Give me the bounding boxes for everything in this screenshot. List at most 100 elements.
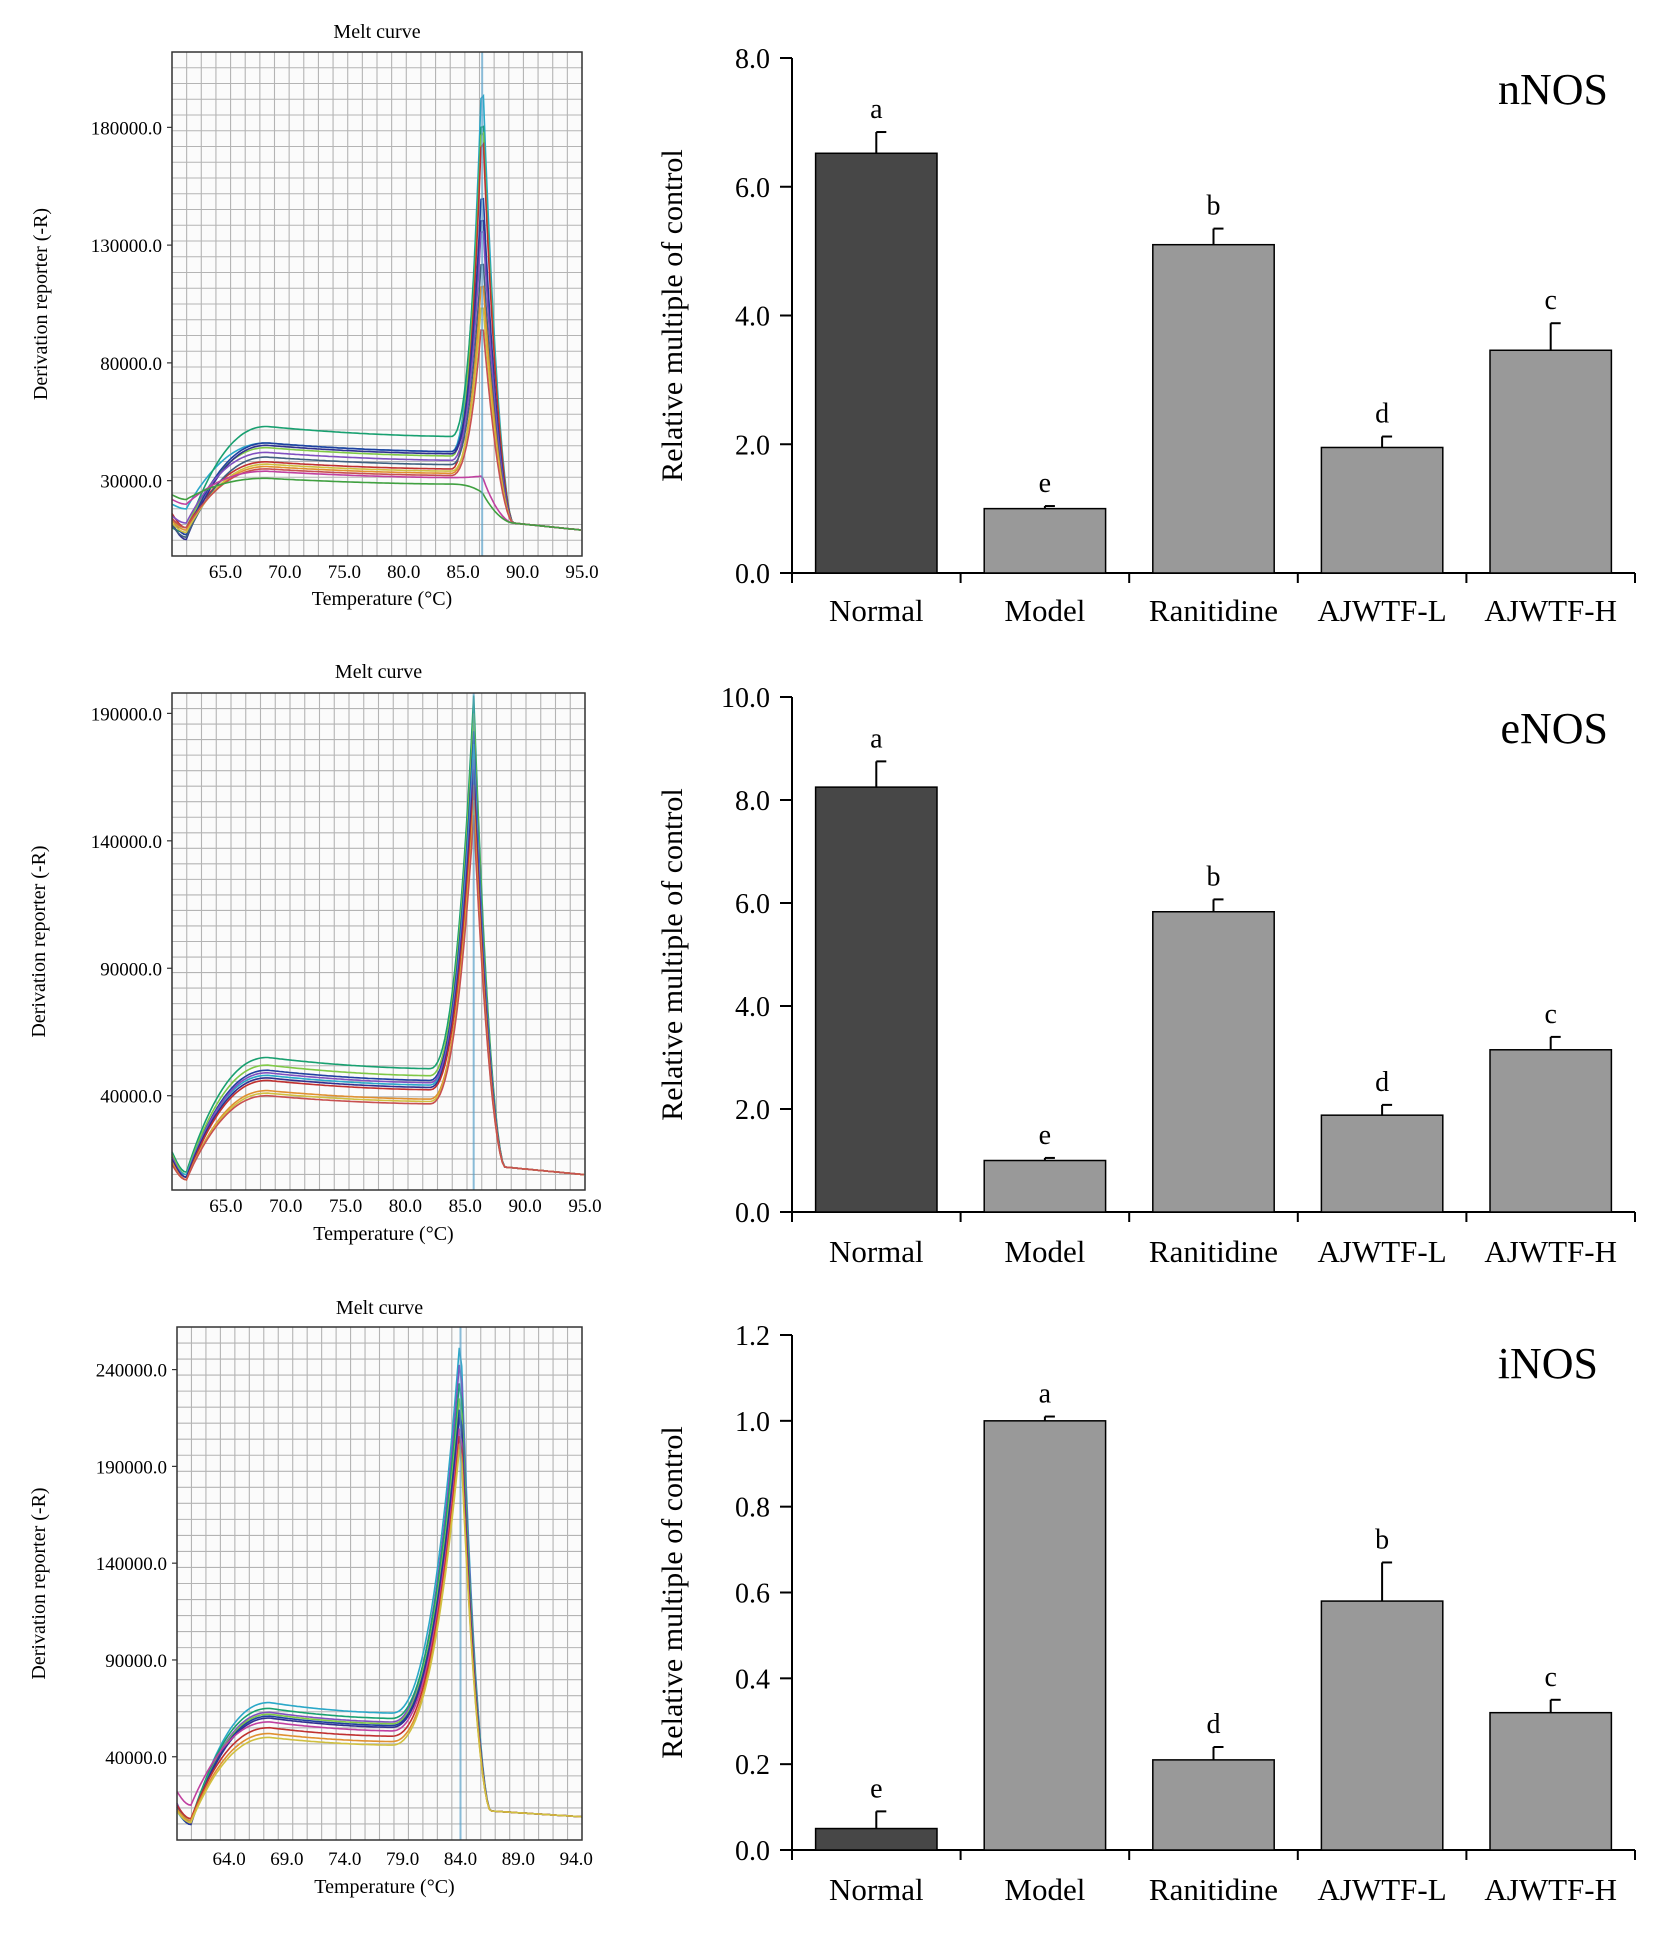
bar-chart-panel-5: 0.0 0.2 0.4 0.6 0.8 1.0 1.2 e Normal a Model d Ranit…	[656, 1321, 1636, 1907]
bar-y-tick-label: 6.0	[735, 173, 770, 204]
melt-y-tick-label: 190000.0	[96, 1457, 167, 1478]
bar-y-tick-label: 0.8	[735, 1493, 770, 1524]
melt-y-tick-label: 90000.0	[105, 1651, 167, 1672]
bar-4	[1489, 1711, 1613, 1851]
significance-letter: d	[1375, 399, 1389, 430]
significance-letter: c	[1544, 999, 1556, 1030]
bar-y-tick-label: 10.0	[721, 683, 770, 714]
melt-x-tick-label: 95.0	[565, 562, 598, 583]
melt-x-tick-label: 65.0	[209, 1196, 242, 1217]
bar-y-tick-label: 0.0	[735, 1836, 770, 1867]
melt-x-tick-label: 90.0	[509, 1196, 542, 1217]
melt-curve-series-12	[171, 477, 581, 531]
bar-3	[1320, 446, 1444, 574]
bar-category-label: Normal	[829, 1234, 924, 1269]
bar-4	[1489, 1049, 1613, 1213]
bar-3	[1320, 1600, 1444, 1851]
bar-y-tick-label: 0.0	[735, 1198, 770, 1229]
melt-y-tick-label: 40000.0	[105, 1748, 167, 1769]
melt-x-tick-label: 80.0	[389, 1196, 422, 1217]
significance-letter: a	[1039, 1379, 1052, 1410]
melt-curve-series-9	[176, 1449, 583, 1824]
bar-y-tick-label: 0.4	[735, 1664, 770, 1695]
significance-letter: d	[1375, 1067, 1389, 1098]
melt-curve-panel-2: Melt curve 65.0 70.0 75.0 80.0 85.0 90.0 95.0 40…	[28, 661, 602, 1245]
melt-y-tick-label: 40000.0	[100, 1087, 162, 1108]
melt-plot-frame	[176, 1326, 583, 1841]
bar-category-label: Ranitidine	[1149, 593, 1278, 628]
significance-letter: e	[870, 1773, 882, 1804]
melt-x-tick-label: 80.0	[387, 562, 420, 583]
significance-letter: b	[1207, 861, 1221, 892]
bar-y-axis-label: Relative multiple of control	[656, 788, 689, 1120]
bar-category-label: Normal	[829, 1872, 924, 1907]
melt-y-tick-label: 140000.0	[96, 1554, 167, 1575]
bar-category-label: Model	[1004, 1234, 1085, 1269]
melt-curve-panel-4: Melt curve 64.0 69.0 74.0 79.0 84.0 89.0 94.0 40…	[28, 1297, 593, 1898]
melt-plot-frame	[171, 692, 586, 1191]
melt-y-tick-label: 180000.0	[91, 118, 162, 139]
melt-x-tick-label: 85.0	[447, 562, 480, 583]
significance-letter: e	[1039, 1120, 1051, 1151]
bar-y-tick-label: 2.0	[735, 1095, 770, 1126]
bar-y-axis-label: Relative multiple of control	[656, 1426, 689, 1758]
significance-letter: e	[1039, 468, 1051, 499]
melt-curve-panel-0: Melt curve 65.0 70.0 75.0 80.0 85.0 90.0 95.0 30…	[30, 21, 599, 610]
bar-y-tick-label: 8.0	[735, 44, 770, 75]
bar-1	[983, 507, 1107, 574]
melt-x-tick-label: 89.0	[502, 1849, 535, 1870]
melt-x-tick-label: 84.0	[444, 1849, 477, 1870]
bar-chart-title: nNOS	[1498, 65, 1608, 114]
bar-category-label: Model	[1004, 1872, 1085, 1907]
melt-x-tick-label: 75.0	[328, 562, 361, 583]
melt-x-tick-label: 64.0	[212, 1849, 245, 1870]
melt-x-tick-label: 69.0	[270, 1849, 303, 1870]
melt-y-axis-label: Derivation reporter (-R)	[28, 845, 50, 1037]
bar-y-tick-label: 0.6	[735, 1579, 770, 1610]
melt-y-tick-label: 140000.0	[91, 832, 162, 853]
melt-y-tick-label: 190000.0	[91, 704, 162, 725]
bar-category-label: AJWTF-H	[1484, 593, 1617, 628]
melt-x-tick-label: 70.0	[269, 1196, 302, 1217]
melt-y-tick-label: 130000.0	[91, 236, 162, 257]
melt-y-axis-label: Derivation reporter (-R)	[28, 1487, 50, 1679]
bar-y-tick-label: 4.0	[735, 302, 770, 333]
significance-letter: b	[1375, 1524, 1389, 1555]
bar-y-tick-label: 0.2	[735, 1750, 770, 1781]
bar-category-label: AJWTF-H	[1484, 1872, 1617, 1907]
melt-curve-series-9	[171, 815, 584, 1181]
bar-0	[814, 1827, 938, 1851]
melt-y-tick-label: 80000.0	[100, 354, 162, 375]
bar-y-tick-label: 8.0	[735, 786, 770, 817]
melt-y-axis-label: Derivation reporter (-R)	[30, 208, 52, 400]
melt-x-tick-label: 95.0	[568, 1196, 601, 1217]
bar-chart-panel-3: 0.0 2.0 4.0 6.0 8.0 10.0 a Normal e Model b Ranitid…	[656, 683, 1636, 1269]
significance-letter: a	[870, 723, 883, 754]
bar-y-axis-label: Relative multiple of control	[656, 149, 689, 481]
bar-1	[983, 1159, 1107, 1213]
bar-category-label: Normal	[829, 593, 924, 628]
bar-category-label: AJWTF-L	[1318, 1234, 1447, 1269]
melt-chart-title: Melt curve	[335, 661, 422, 683]
bar-y-tick-label: 1.2	[735, 1321, 770, 1352]
bar-4	[1489, 349, 1613, 574]
bar-chart-title: iNOS	[1498, 1339, 1598, 1388]
bar-y-tick-label: 1.0	[735, 1407, 770, 1438]
significance-letter: c	[1544, 1662, 1556, 1693]
melt-x-tick-label: 70.0	[268, 562, 301, 583]
melt-chart-title: Melt curve	[333, 21, 420, 43]
bar-chart-title: eNOS	[1500, 704, 1608, 753]
melt-x-tick-label: 94.0	[560, 1849, 593, 1870]
significance-letter: b	[1207, 191, 1221, 222]
bar-category-label: Ranitidine	[1149, 1234, 1278, 1269]
significance-letter: c	[1544, 285, 1556, 316]
bar-category-label: AJWTF-H	[1484, 1234, 1617, 1269]
melt-y-tick-label: 240000.0	[96, 1361, 167, 1382]
bar-2	[1152, 243, 1275, 574]
bar-category-label: AJWTF-L	[1318, 593, 1447, 628]
melt-plot-frame	[171, 51, 583, 557]
bar-category-label: Model	[1004, 593, 1085, 628]
bar-2	[1152, 911, 1275, 1213]
